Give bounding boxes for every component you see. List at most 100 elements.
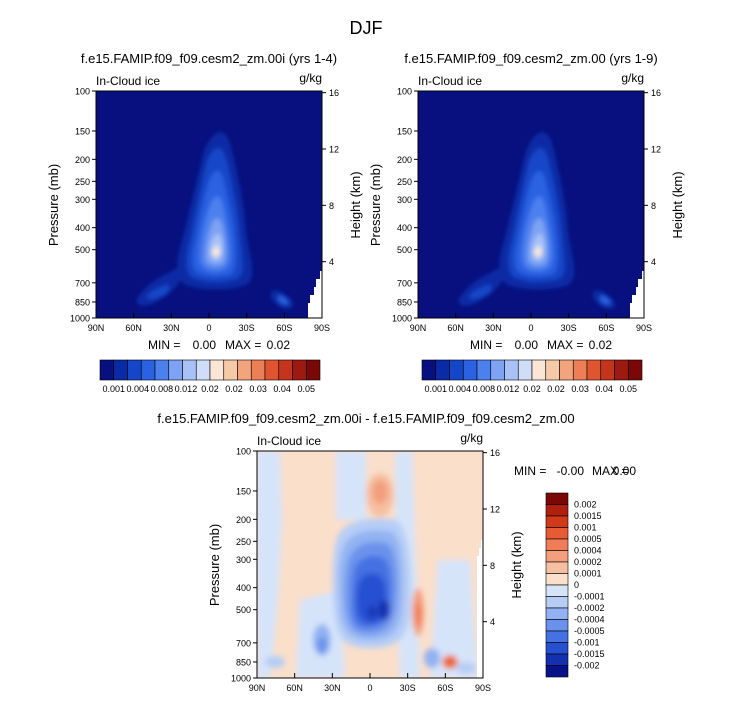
colorbar-swatch bbox=[531, 359, 547, 381]
colorbar-label: 0.008 bbox=[473, 384, 496, 394]
y-right-tick-label: 8 bbox=[651, 201, 656, 211]
panel-title: f.e15.FAMIP.f09_f09.cesm2_zm.00i - f.e15… bbox=[157, 411, 574, 426]
colorbar-swatch bbox=[545, 630, 569, 643]
x-tick-label: 60S bbox=[437, 683, 453, 693]
colorbar-label: 0.0004 bbox=[574, 546, 602, 556]
y-tick-label: 100 bbox=[236, 447, 251, 457]
colorbar-swatch bbox=[154, 359, 170, 381]
colorbar-swatch bbox=[545, 492, 569, 505]
colorbar-label: 0.05 bbox=[297, 384, 315, 394]
colorbar-swatch bbox=[223, 359, 238, 381]
colorbar-label: 0.001 bbox=[574, 523, 597, 533]
colorbar-swatch bbox=[517, 359, 533, 381]
y-tick-label: 250 bbox=[75, 177, 90, 187]
colorbar-label: -0.0002 bbox=[574, 603, 605, 613]
y-tick-label: 700 bbox=[236, 638, 251, 648]
colorbar-label: 0.0015 bbox=[574, 511, 602, 521]
colorbar-label: 0.04 bbox=[273, 384, 291, 394]
y-right-tick-label: 8 bbox=[329, 201, 334, 211]
x-tick-label: 90N bbox=[410, 323, 427, 333]
y-axis-label: Pressure (mb) bbox=[46, 164, 61, 246]
y-tick-label: 700 bbox=[75, 278, 90, 288]
y-tick-label: 300 bbox=[236, 555, 251, 565]
colorbar-swatch bbox=[462, 359, 478, 381]
ice-field bbox=[96, 91, 322, 318]
colorbar-label: -0.0004 bbox=[574, 615, 605, 625]
colorbar-swatch bbox=[545, 596, 569, 609]
colorbar-swatch bbox=[545, 359, 560, 381]
colorbar-swatch bbox=[586, 359, 602, 381]
colorbar-swatch bbox=[292, 359, 307, 381]
y-tick-label: 500 bbox=[236, 605, 251, 615]
x-tick-label: 30N bbox=[324, 683, 341, 693]
variable-label: In-Cloud ice bbox=[96, 74, 160, 88]
colorbar-swatch bbox=[140, 359, 156, 381]
x-tick-label: 60S bbox=[598, 323, 614, 333]
max-value: 0.02 bbox=[267, 338, 291, 352]
colorbar-label: -0.0015 bbox=[574, 649, 605, 659]
min-value: 0.00 bbox=[515, 338, 539, 352]
colorbar-label: 0.03 bbox=[249, 384, 267, 394]
min-value: 0.00 bbox=[193, 338, 217, 352]
colorbar-label: 0.02 bbox=[547, 384, 565, 394]
y-tick-label: 500 bbox=[75, 245, 90, 255]
colorbar-label: 0.004 bbox=[127, 384, 150, 394]
colorbar-label: 0.001 bbox=[102, 384, 125, 394]
colorbar-swatch bbox=[545, 573, 569, 586]
colorbar-label: 0.0001 bbox=[574, 569, 602, 579]
units-label: g/kg bbox=[621, 71, 644, 85]
units-label: g/kg bbox=[460, 431, 483, 445]
stats-label: MIN = 0.00 MAX = 0.02 bbox=[148, 338, 290, 352]
y-tick-label: 300 bbox=[75, 195, 90, 205]
min-value: -0.00 bbox=[557, 464, 585, 478]
colorbar-label: 0.001 bbox=[424, 384, 447, 394]
y-tick-label: 150 bbox=[397, 126, 412, 136]
y-tick-label: 850 bbox=[236, 657, 251, 667]
colorbar-label: 0.0005 bbox=[574, 534, 602, 544]
units-label: g/kg bbox=[299, 71, 322, 85]
colorbar-label: 0.002 bbox=[574, 500, 597, 510]
colorbar-swatch bbox=[421, 359, 437, 381]
y-right-tick-label: 16 bbox=[490, 448, 500, 458]
colorbar-swatch bbox=[545, 550, 569, 563]
colorbar-swatch bbox=[476, 359, 492, 381]
colorbar-label: 0.02 bbox=[201, 384, 219, 394]
x-tick-label: 60N bbox=[447, 323, 464, 333]
colorbar-swatch bbox=[278, 359, 293, 381]
colorbar-swatch bbox=[264, 359, 280, 381]
y-tick-label: 400 bbox=[236, 583, 251, 593]
colorbar-swatch bbox=[545, 665, 569, 678]
y-right-tick-label: 16 bbox=[651, 88, 661, 98]
colorbar-swatch bbox=[237, 359, 252, 381]
min-label: MIN = bbox=[514, 464, 546, 478]
x-tick-label: 90S bbox=[475, 683, 491, 693]
colorbar-swatch bbox=[600, 359, 615, 381]
x-tick-label: 90N bbox=[249, 683, 266, 693]
y-right-tick-label: 4 bbox=[329, 257, 334, 267]
panel-control: f.e15.FAMIP.f09_f09.cesm2_zm.00i (yrs 1-… bbox=[46, 51, 363, 394]
colorbar-label: 0.02 bbox=[523, 384, 541, 394]
panel-title: f.e15.FAMIP.f09_f09.cesm2_zm.00i (yrs 1-… bbox=[81, 51, 337, 66]
variable-label: In-Cloud ice bbox=[418, 74, 482, 88]
colorbar-label: 0 bbox=[574, 580, 579, 590]
colorbar-label: 0.03 bbox=[571, 384, 589, 394]
colorbar-label: 0.008 bbox=[151, 384, 174, 394]
panel-difference: f.e15.FAMIP.f09_f09.cesm2_zm.00i - f.e15… bbox=[157, 411, 636, 693]
x-tick-label: 30N bbox=[163, 323, 180, 333]
colorbar-label: 0.004 bbox=[449, 384, 472, 394]
colorbar-swatch bbox=[545, 607, 569, 620]
y-tick-label: 700 bbox=[397, 278, 412, 288]
ice-field bbox=[418, 91, 644, 318]
colorbar-swatch bbox=[627, 359, 643, 381]
y-tick-label: 1000 bbox=[231, 674, 251, 684]
colorbar-swatch bbox=[545, 561, 569, 574]
y-right-tick-label: 16 bbox=[329, 88, 339, 98]
x-tick-label: 60N bbox=[125, 323, 142, 333]
colorbar-swatch bbox=[545, 538, 569, 551]
variable-label: In-Cloud ice bbox=[257, 434, 321, 448]
colorbar-swatch bbox=[127, 359, 142, 381]
colorbar-label: 0.012 bbox=[497, 384, 520, 394]
colorbar-label: -0.002 bbox=[574, 661, 600, 671]
colorbar-swatch bbox=[209, 359, 225, 381]
